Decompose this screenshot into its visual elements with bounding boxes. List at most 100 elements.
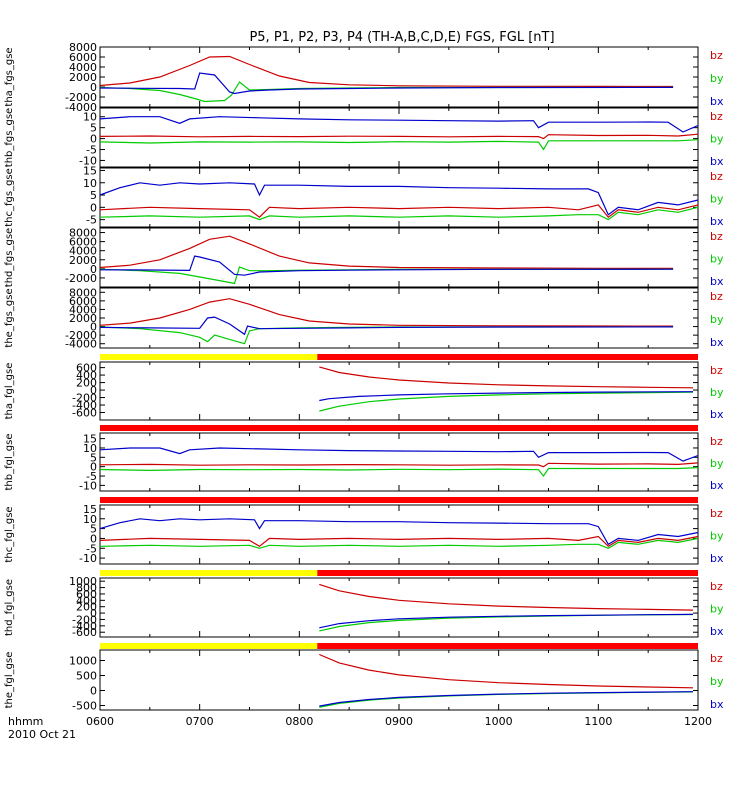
legend-by: by [710, 193, 724, 206]
series-line-by [319, 613, 694, 632]
legend-by: by [710, 253, 724, 266]
y-tick-label: -10 [79, 154, 97, 167]
y-tick-label: -5 [86, 144, 97, 157]
y-tick-label: 2000 [69, 312, 97, 325]
figure-title: P5, P1, P2, P3, P4 (TH-A,B,C,D,E) FGS, F… [249, 30, 554, 45]
x-tick-label: 1000 [485, 715, 513, 728]
series-line-bx [99, 255, 674, 276]
legend-by: by [710, 603, 724, 616]
mode-bar-tha-segment [100, 354, 318, 360]
y-tick-label: 15 [83, 164, 97, 177]
panel-frame [99, 432, 699, 492]
series-line-bx [99, 116, 699, 133]
series-line-by [99, 206, 699, 221]
series-line-bx [99, 316, 674, 336]
x-tick-label: 1100 [584, 715, 612, 728]
y-tick-label: 0 [90, 201, 97, 214]
legend-bx: bx [710, 336, 724, 349]
panel-frame [99, 46, 699, 108]
y-tick-label: 1000 [69, 655, 97, 668]
y-tick-label: -500 [72, 700, 97, 713]
legend-bz: bz [710, 290, 723, 303]
panel-the_fgl_gse: 1000 500 0 -500 the_fgl_gse bz by bx [4, 649, 724, 713]
y-axis-label: the_fgs_gse [4, 288, 15, 347]
y-tick-label: 800 [76, 582, 97, 595]
y-tick-label: 400 [76, 594, 97, 607]
y-tick-label: -400 [72, 399, 97, 412]
series-line-by [99, 139, 699, 151]
y-tick-label: 0 [90, 81, 97, 94]
y-tick-label: 6000 [69, 236, 97, 249]
series-line-bx [99, 447, 699, 462]
legend-by: by [710, 313, 724, 326]
y-tick-label: -2000 [65, 272, 97, 285]
y-tick-label: 5 [90, 122, 97, 135]
series-line-bx [319, 613, 694, 629]
y-tick-label: 600 [76, 362, 97, 375]
series-line-bz [99, 204, 699, 219]
y-tick-label: 10 [83, 111, 97, 124]
y-tick-label: 5 [90, 451, 97, 464]
series-line-bz [99, 133, 699, 140]
y-tick-label: 200 [76, 377, 97, 390]
series-line-by [99, 326, 674, 345]
mode-bar-thc-segment [100, 497, 698, 503]
y-tick-label: 8000 [69, 227, 97, 240]
y-tick-label: 400 [76, 369, 97, 382]
legend-by: by [710, 457, 724, 470]
mode-bar-the-segment [100, 643, 318, 649]
panel-frame [99, 504, 699, 565]
panel-frame [99, 287, 699, 349]
y-axis-label: thd_fgs_gse [4, 228, 15, 287]
legend-bx: bx [710, 625, 724, 638]
legend-bz: bz [710, 652, 723, 665]
panel-frame [99, 577, 699, 638]
y-tick-label: 10 [83, 442, 97, 455]
legend-bz: bz [710, 435, 723, 448]
series-line-bx [319, 391, 694, 402]
y-tick-label: 15 [83, 503, 97, 516]
y-axis-label: thb_fgs_gse [4, 108, 15, 167]
legend-bx: bx [710, 552, 724, 565]
series-line-bz [99, 298, 674, 327]
series-line-by [99, 537, 699, 549]
legend-bx: bx [710, 408, 724, 421]
x-tick-label: 0600 [86, 715, 114, 728]
y-tick-label: 15 [83, 433, 97, 446]
y-tick-label: 5 [90, 523, 97, 536]
y-axis-label: thc_fgs_gse [4, 168, 15, 227]
y-tick-label: 0 [90, 384, 97, 397]
y-tick-label: 5 [90, 189, 97, 202]
legend-by: by [710, 133, 724, 146]
mode-bar-thd-segment [317, 570, 698, 576]
series-line-bz [319, 583, 694, 611]
panel-frame [99, 167, 699, 228]
y-tick-label: 0 [90, 321, 97, 334]
y-axis-label: the_fgl_gse [4, 652, 15, 709]
y-tick-label: -5 [86, 214, 97, 227]
series-line-bx [99, 182, 699, 216]
y-tick-label: -4000 [65, 338, 97, 351]
series-line-by [99, 467, 699, 478]
x-tick-label: 0800 [285, 715, 313, 728]
y-tick-label: -400 [72, 620, 97, 633]
legend-bz: bz [710, 170, 723, 183]
y-tick-label: 8000 [69, 41, 97, 54]
y-axis-label: thc_fgl_gse [4, 506, 15, 562]
legend-by: by [710, 386, 724, 399]
legend-bz: bz [710, 580, 723, 593]
y-tick-label: 4000 [69, 303, 97, 316]
x-tick-label: 0900 [385, 715, 413, 728]
series-line-bz [319, 653, 694, 689]
y-tick-label: 2000 [69, 71, 97, 84]
y-tick-label: -5 [86, 542, 97, 555]
y-axis-label: tha_fgs_gse [4, 47, 15, 106]
y-tick-label: -2000 [65, 91, 97, 104]
mode-bar-thb-segment [100, 425, 698, 431]
y-tick-label: -600 [72, 626, 97, 639]
